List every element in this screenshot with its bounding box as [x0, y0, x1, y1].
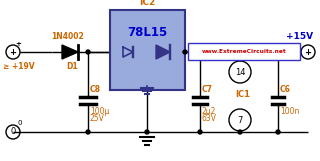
Circle shape — [276, 130, 280, 134]
Text: +: + — [10, 47, 17, 57]
Circle shape — [238, 130, 242, 134]
Circle shape — [198, 130, 202, 134]
Text: C8: C8 — [90, 85, 101, 94]
Text: 100n: 100n — [280, 107, 300, 116]
FancyBboxPatch shape — [110, 10, 185, 90]
Circle shape — [276, 50, 280, 54]
Circle shape — [145, 130, 149, 134]
Circle shape — [86, 50, 90, 54]
Polygon shape — [62, 45, 78, 59]
Circle shape — [238, 50, 242, 54]
Text: 14: 14 — [235, 67, 245, 76]
Polygon shape — [156, 45, 170, 59]
Circle shape — [86, 130, 90, 134]
Text: 0: 0 — [10, 128, 16, 137]
Text: D1: D1 — [66, 62, 78, 71]
Text: C6: C6 — [280, 85, 291, 94]
Text: 1N4002: 1N4002 — [52, 32, 84, 41]
Text: ≥ +19V: ≥ +19V — [3, 62, 35, 71]
Text: 0: 0 — [18, 120, 22, 126]
Text: 63V: 63V — [202, 114, 217, 123]
Text: 2μ2: 2μ2 — [202, 107, 216, 116]
Text: 25V: 25V — [90, 114, 105, 123]
Text: IC2: IC2 — [140, 0, 156, 7]
FancyBboxPatch shape — [188, 43, 300, 60]
Circle shape — [183, 50, 187, 54]
Text: 7: 7 — [237, 115, 243, 124]
Text: +: + — [15, 41, 21, 47]
Text: C7: C7 — [202, 85, 213, 94]
Text: www.ExtremeCircuits.net: www.ExtremeCircuits.net — [202, 49, 286, 54]
Text: 100μ: 100μ — [90, 107, 109, 116]
Text: +15V: +15V — [286, 32, 314, 41]
Text: 78L15: 78L15 — [127, 25, 168, 38]
Text: IC1: IC1 — [236, 90, 251, 99]
Polygon shape — [123, 47, 133, 57]
Circle shape — [198, 50, 202, 54]
Text: +: + — [305, 47, 311, 57]
